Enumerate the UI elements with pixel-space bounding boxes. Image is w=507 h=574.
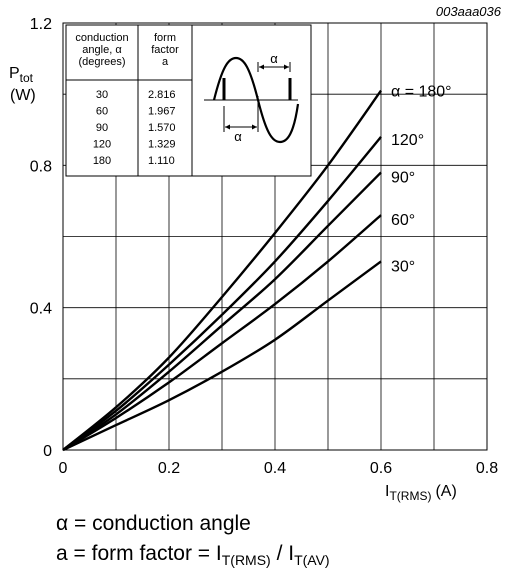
inset-header-text: factor [151, 44, 179, 56]
footnote-sub-rms: T(RMS) [222, 552, 271, 568]
x-tick-label: 0 [59, 460, 68, 477]
inset-cell-form-factor: 1.110 [148, 155, 175, 167]
inset-cell-form-factor: 1.329 [148, 139, 176, 151]
inset-cell-form-factor: 1.570 [148, 122, 176, 134]
x-axis-label-sub: T(RMS) [389, 489, 431, 503]
inset-cell-angle: 90 [96, 122, 108, 134]
inset-header-text: a [162, 56, 169, 68]
series-label: α = 180° [391, 84, 452, 101]
inset-cell-angle: 180 [93, 155, 111, 167]
footnote-form-factor-mid: / I [271, 542, 294, 565]
series-label: 90° [391, 169, 415, 186]
alpha-label-bottom: α [234, 129, 242, 144]
inset-header-text: form [154, 32, 176, 44]
y-tick-label: 0.4 [30, 301, 52, 318]
alpha-label-top: α [270, 51, 278, 66]
inset-cell-form-factor: 1.967 [148, 106, 176, 118]
inset-cell-angle: 30 [96, 89, 108, 101]
series-label: 30° [391, 258, 415, 275]
footnote-form-factor-prefix: a = form factor = I [56, 542, 222, 565]
x-tick-label: 0.8 [476, 460, 498, 477]
x-tick-label: 0.6 [370, 460, 392, 477]
y-tick-label: 0.8 [30, 158, 52, 175]
x-axis-label: IT(RMS) (A) [385, 483, 457, 503]
footnote-sub-av: T(AV) [294, 552, 330, 568]
x-tick-label: 0.2 [158, 460, 180, 477]
footnote-alpha: α = conduction angle [56, 512, 251, 536]
x-tick-labels: 0 0.2 0.4 0.6 0.8 [59, 460, 499, 477]
y-axis-label-main: P [9, 65, 20, 82]
inset-header-text: (degrees) [78, 56, 125, 68]
x-axis-label-unit: (A) [435, 483, 456, 500]
inset-cell-angle: 60 [96, 106, 108, 118]
series-labels: α = 180° 120° 90° 60° 30° [391, 84, 452, 276]
inset-cell-angle: 120 [93, 139, 111, 151]
series-label: 120° [391, 132, 424, 149]
series-label: 60° [391, 212, 415, 229]
y-tick-label: 0 [43, 443, 52, 460]
x-tick-label: 0.4 [264, 460, 286, 477]
figure-id: 003aaa036 [436, 4, 502, 19]
y-axis-label-sub: tot [20, 71, 34, 85]
y-tick-label: 1.2 [30, 16, 52, 33]
inset-header-text: angle, α [82, 44, 122, 56]
footnote-form-factor: a = form factor = IT(RMS) / IT(AV) [56, 542, 330, 572]
inset-cell-form-factor: 2.816 [148, 89, 176, 101]
y-axis-unit: (W) [10, 87, 36, 104]
inset-header-text: conduction [75, 32, 128, 44]
y-tick-labels: 0 0.4 0.8 1.2 [30, 16, 52, 460]
y-axis-label: Ptot [9, 65, 34, 85]
